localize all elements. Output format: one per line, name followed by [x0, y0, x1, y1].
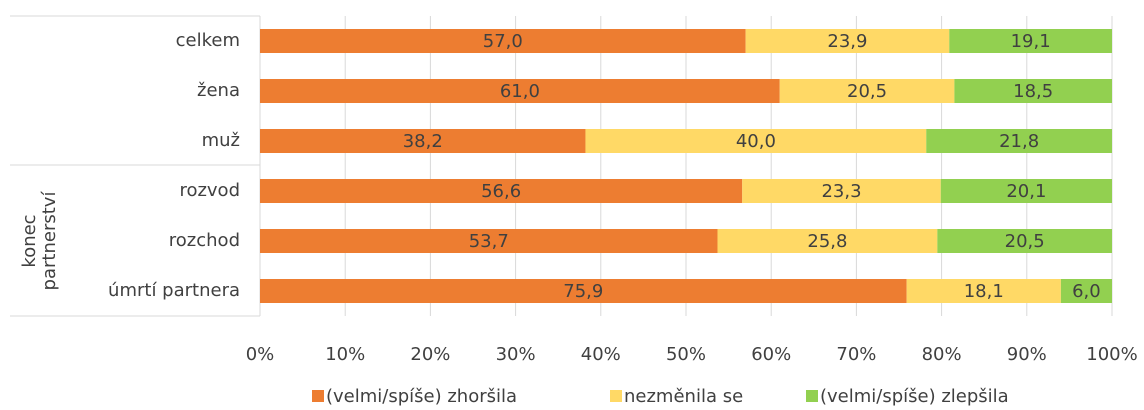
y-tick-label: muž: [202, 130, 240, 151]
y-tick-label: rozvod: [179, 180, 240, 201]
bar-segment: [906, 279, 1061, 303]
x-tick-label: 50%: [666, 344, 706, 365]
legend-label: (velmi/spíše) zhoršila: [326, 386, 517, 407]
bar-segment: [260, 29, 746, 53]
value-label: 25,8: [807, 231, 847, 252]
value-label: 38,2: [403, 131, 443, 152]
legend-swatch: [610, 390, 622, 402]
bar-segment: [937, 229, 1112, 253]
value-label: 6,0: [1072, 281, 1101, 302]
bar-segment: [745, 29, 950, 53]
x-tick-label: 60%: [751, 344, 791, 365]
value-label: 56,6: [481, 181, 521, 202]
x-tick-label: 70%: [836, 344, 876, 365]
value-label: 57,0: [483, 31, 523, 52]
value-label: 20,1: [1006, 181, 1046, 202]
bar-segment: [954, 79, 1112, 103]
value-label: 23,9: [827, 31, 867, 52]
bar-segment: [926, 129, 1112, 153]
bar-segment: [779, 79, 955, 103]
value-label: 18,1: [964, 281, 1004, 302]
value-label: 19,1: [1011, 31, 1051, 52]
x-tick-label: 30%: [496, 344, 536, 365]
bar-segment: [260, 179, 743, 203]
bar-segment: [949, 29, 1112, 53]
legend-swatch: [312, 390, 324, 402]
bar-segment: [260, 129, 586, 153]
bar-segment: [717, 229, 938, 253]
legend-label: (velmi/spíše) zlepšila: [820, 386, 1009, 407]
bar-segment: [260, 229, 718, 253]
x-tick-label: 100%: [1086, 344, 1137, 365]
value-label: 61,0: [500, 81, 540, 102]
legend-label: nezměnila se: [624, 386, 743, 407]
value-label: 53,7: [469, 231, 509, 252]
value-label: 75,9: [563, 281, 603, 302]
group-label: konec: [19, 214, 40, 267]
y-tick-label: rozchod: [169, 230, 240, 251]
bar-segment: [585, 129, 927, 153]
legend-swatch: [806, 390, 818, 402]
value-label: 21,8: [999, 131, 1039, 152]
x-tick-label: 20%: [410, 344, 450, 365]
y-tick-label: úmrtí partnera: [108, 280, 240, 301]
bar-segment: [260, 79, 780, 103]
bar-segment: [742, 179, 941, 203]
bar-segment: [260, 279, 907, 303]
value-label: 18,5: [1013, 81, 1053, 102]
x-tick-label: 10%: [325, 344, 365, 365]
x-tick-label: 40%: [581, 344, 621, 365]
x-tick-label: 0%: [246, 344, 275, 365]
bar-segment: [940, 179, 1112, 203]
y-tick-label: celkem: [176, 30, 240, 51]
group-label: partnerství: [39, 191, 60, 291]
x-tick-label: 80%: [922, 344, 962, 365]
y-tick-label: žena: [197, 80, 240, 101]
value-label: 40,0: [736, 131, 776, 152]
bar-segment: [1060, 279, 1112, 303]
value-label: 23,3: [821, 181, 861, 202]
value-label: 20,5: [847, 81, 887, 102]
x-tick-label: 90%: [1007, 344, 1047, 365]
value-label: 20,5: [1005, 231, 1045, 252]
